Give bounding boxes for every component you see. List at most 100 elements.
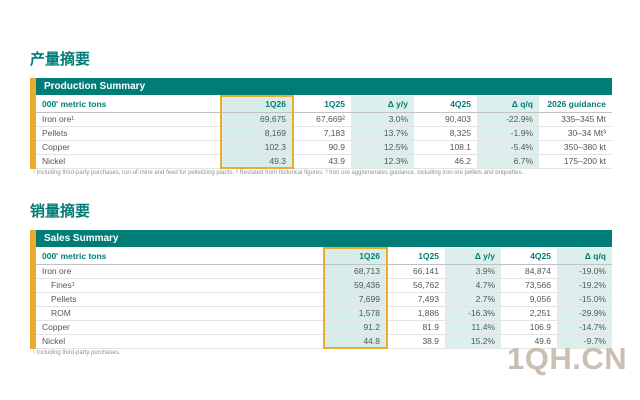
row-label: Nickel bbox=[36, 154, 221, 169]
table-row: Copper 102.3 90.9 12.5% 108.1 -5.4% 350–380 kt bbox=[36, 140, 612, 155]
row-label: Copper bbox=[36, 140, 221, 155]
cell-value: 30–34 Mt³ bbox=[539, 126, 612, 141]
row-label: Copper bbox=[36, 320, 324, 335]
production-summary-table: Production Summary 000' metric tons 1Q26 1… bbox=[30, 78, 612, 169]
table-row: Pellets 8,169 7,183 13.7% 8,325 -1.9% 30–34 Mt… bbox=[36, 126, 612, 141]
row-label: ROM bbox=[36, 306, 324, 321]
row-label: Iron ore¹ bbox=[36, 112, 221, 127]
unit-header: 000' metric tons bbox=[36, 248, 324, 265]
cell-value: -15.0% bbox=[557, 292, 612, 307]
sales-table-body: Sales Summary 000' metric tons 1Q26 1Q25 Δ … bbox=[36, 230, 612, 349]
table-row: Nickel 44.8 38.9 15.2% 49.6 -9.7% bbox=[36, 334, 612, 349]
cell-value: -9.7% bbox=[557, 334, 612, 349]
production-section-title-zh: 产量摘要 bbox=[30, 50, 91, 68]
table-row: Copper 91.2 81.9 11.4% 106.9 -14.7% bbox=[36, 320, 612, 335]
cell-value: 9,056 bbox=[501, 292, 557, 307]
cell-value: 73,566 bbox=[501, 278, 557, 293]
gold-accent-strip bbox=[30, 230, 36, 349]
cell-value: 108.1 bbox=[414, 140, 477, 155]
cell-value: -19.2% bbox=[557, 278, 612, 293]
cell-value: 49.6 bbox=[501, 334, 557, 349]
row-label: Fines¹ bbox=[36, 278, 324, 293]
table-row: Pellets 7,699 7,493 2.7% 9,056 -15.0% bbox=[36, 292, 612, 307]
cell-value: 2.7% bbox=[445, 292, 501, 307]
cell-value: 11.4% bbox=[445, 320, 501, 335]
cell-value: 81.9 bbox=[387, 320, 445, 335]
table-row: Iron ore 68,713 66,141 3.9% 84,874 -19.0% bbox=[36, 264, 612, 279]
column-header: Δ y/y bbox=[351, 96, 414, 113]
watermark: 1QH.CN bbox=[507, 341, 628, 376]
row-label: Iron ore bbox=[36, 264, 324, 279]
cell-value: -1.9% bbox=[477, 126, 539, 141]
cell-value: 7,183 bbox=[293, 126, 351, 141]
table-row: Iron ore¹ 69,675 67,669² 3.0% 90,403 -22.9% 33… bbox=[36, 112, 612, 127]
cell-value: 67,669² bbox=[293, 112, 351, 127]
cell-value: 15.2% bbox=[445, 334, 501, 349]
cell-value: 68,713 bbox=[323, 264, 388, 279]
cell-value: -16.3% bbox=[445, 306, 501, 321]
production-footnote: ¹ Including third-party purchases, run-o… bbox=[33, 170, 524, 176]
row-label: Nickel bbox=[36, 334, 324, 349]
cell-value: 90,403 bbox=[414, 112, 477, 127]
production-data-table: 000' metric tons 1Q26 1Q25 Δ y/y 4Q25 Δ q/q 20… bbox=[36, 95, 612, 169]
cell-value: 4.7% bbox=[445, 278, 501, 293]
sales-section-title-zh: 销量摘要 bbox=[30, 202, 91, 220]
sales-table-title: Sales Summary bbox=[36, 230, 612, 247]
row-label: Pellets bbox=[36, 126, 221, 141]
cell-value: 46.2 bbox=[414, 154, 477, 169]
column-header: 1Q25 bbox=[293, 96, 351, 113]
cell-value: 84,874 bbox=[501, 264, 557, 279]
cell-value: 69,675 bbox=[220, 112, 294, 127]
cell-value: 43.9 bbox=[293, 154, 351, 169]
column-header: 4Q25 bbox=[414, 96, 477, 113]
cell-value: 13.7% bbox=[351, 126, 414, 141]
cell-value: 38.9 bbox=[387, 334, 445, 349]
cell-value: 6.7% bbox=[477, 154, 539, 169]
production-table-body: Production Summary 000' metric tons 1Q26 1… bbox=[36, 78, 612, 169]
column-header-row: 000' metric tons 1Q26 1Q25 Δ y/y 4Q25 Δ q/q 20… bbox=[36, 95, 612, 113]
cell-value: -29.9% bbox=[557, 306, 612, 321]
column-header-row: 000' metric tons 1Q26 1Q25 Δ y/y 4Q25 Δ q/q bbox=[36, 247, 612, 265]
cell-value: 90.9 bbox=[293, 140, 351, 155]
cell-value: 1,886 bbox=[387, 306, 445, 321]
column-header: 4Q25 bbox=[501, 248, 557, 265]
column-header: Δ y/y bbox=[445, 248, 501, 265]
cell-value: 3.0% bbox=[351, 112, 414, 127]
cell-value: 175–200 kt bbox=[539, 154, 612, 169]
sales-summary-table: Sales Summary 000' metric tons 1Q26 1Q25 Δ … bbox=[30, 230, 612, 349]
cell-value: -19.0% bbox=[557, 264, 612, 279]
table-row: Nickel 49.3 43.9 12.3% 46.2 6.7% 175–200 kt bbox=[36, 154, 612, 169]
cell-value: -5.4% bbox=[477, 140, 539, 155]
gold-accent-strip bbox=[30, 78, 36, 169]
column-header: Δ q/q bbox=[557, 248, 612, 265]
unit-header: 000' metric tons bbox=[36, 96, 221, 113]
cell-value: 12.5% bbox=[351, 140, 414, 155]
column-header: 1Q26 bbox=[323, 247, 388, 265]
cell-value: 7,493 bbox=[387, 292, 445, 307]
column-header: Δ q/q bbox=[477, 96, 539, 113]
table-row: Fines¹ 59,436 56,762 4.7% 73,566 -19.2% bbox=[36, 278, 612, 293]
cell-value: 56,762 bbox=[387, 278, 445, 293]
cell-value: 7,699 bbox=[323, 292, 388, 307]
production-table-title: Production Summary bbox=[36, 78, 612, 95]
cell-value: 59,436 bbox=[323, 278, 388, 293]
cell-value: 106.9 bbox=[501, 320, 557, 335]
cell-value: 8,325 bbox=[414, 126, 477, 141]
sales-footnote: ¹ Including third-party purchases. bbox=[33, 350, 121, 356]
cell-value: 91.2 bbox=[323, 320, 388, 335]
sales-data-table: 000' metric tons 1Q26 1Q25 Δ y/y 4Q25 Δ q/q Ir… bbox=[36, 247, 612, 349]
cell-value: 12.3% bbox=[351, 154, 414, 169]
cell-value: 335–345 Mt bbox=[539, 112, 612, 127]
cell-value: 102.3 bbox=[220, 140, 294, 155]
cell-value: 8,169 bbox=[220, 126, 294, 141]
cell-value: 66,141 bbox=[387, 264, 445, 279]
cell-value: -14.7% bbox=[557, 320, 612, 335]
row-label: Pellets bbox=[36, 292, 324, 307]
cell-value: 44.8 bbox=[323, 334, 388, 349]
cell-value: 3.9% bbox=[445, 264, 501, 279]
column-header: 1Q25 bbox=[387, 248, 445, 265]
cell-value: 1,578 bbox=[323, 306, 388, 321]
cell-value: -22.9% bbox=[477, 112, 539, 127]
column-header: 2026 guidance bbox=[539, 96, 612, 113]
